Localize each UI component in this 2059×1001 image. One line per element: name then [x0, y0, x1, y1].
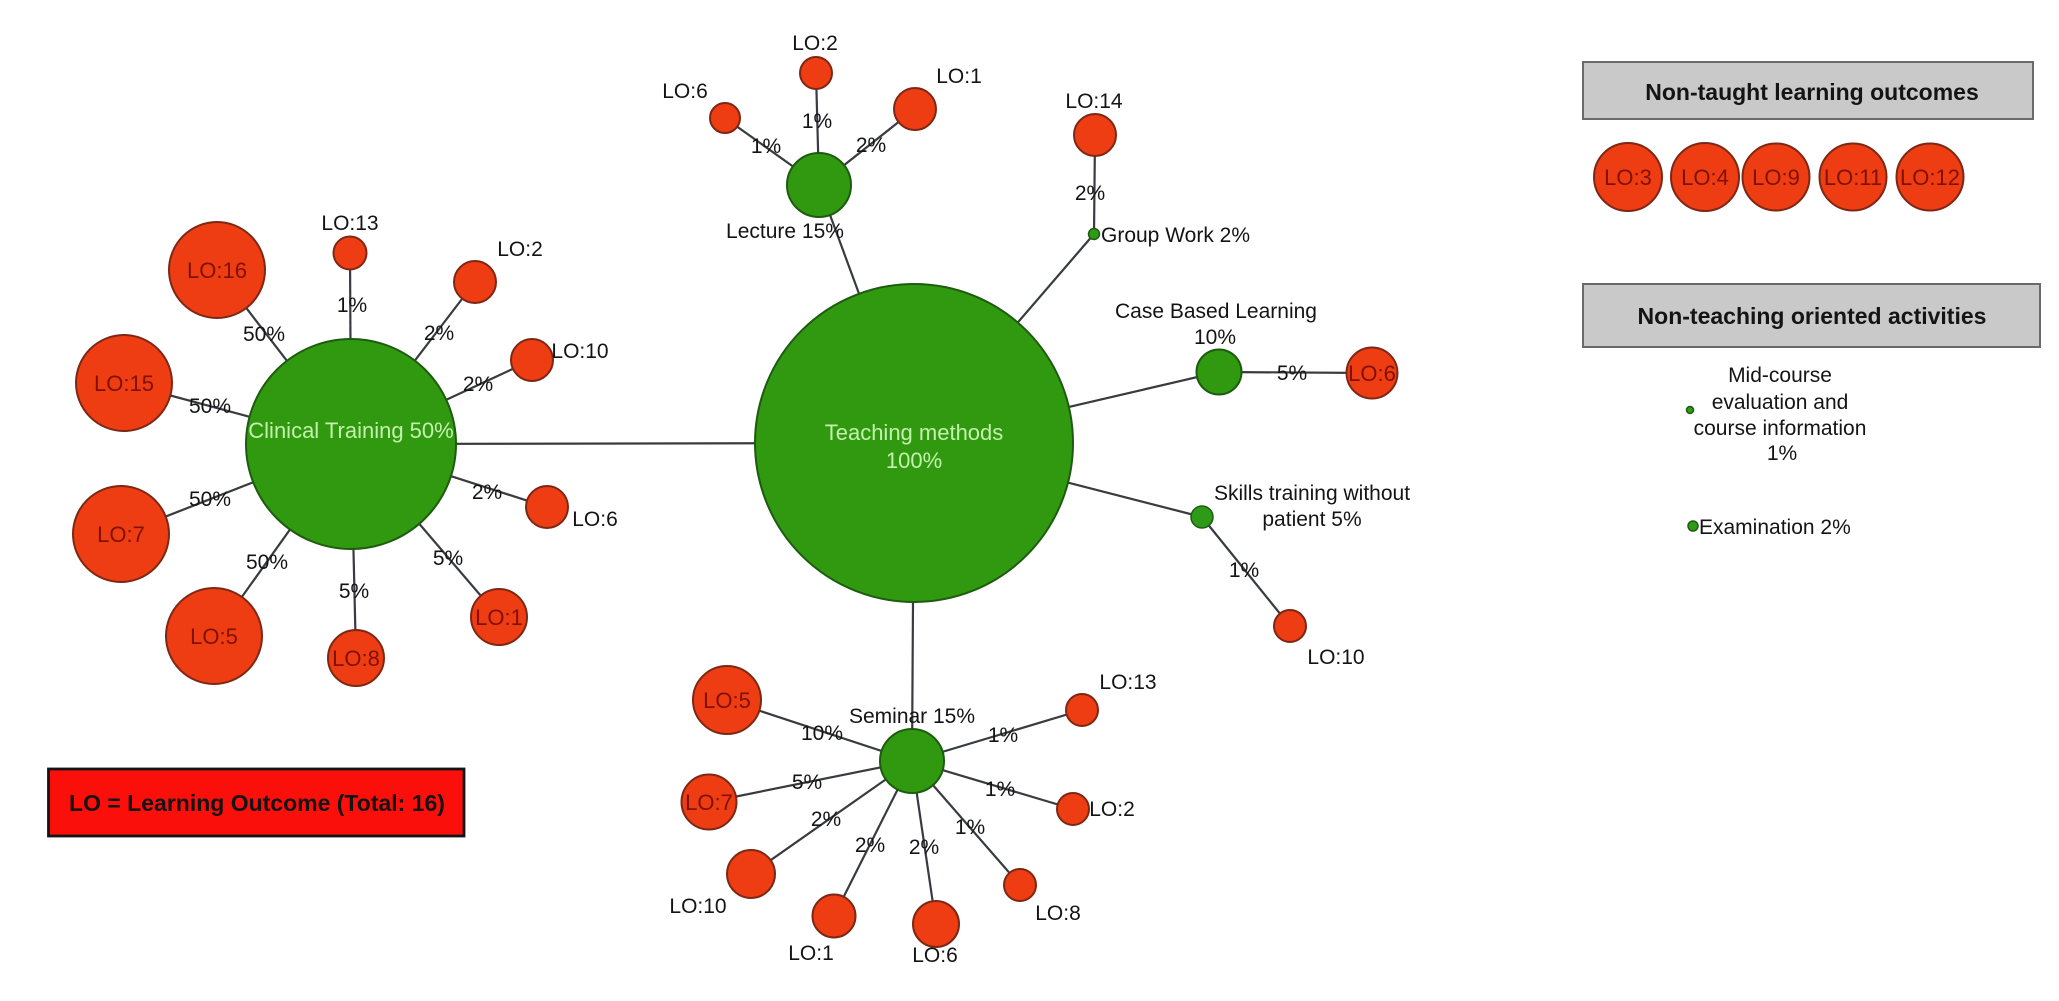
svg-text:5%: 5%: [792, 771, 822, 794]
svg-text:Group Work 2%: Group Work 2%: [1101, 224, 1250, 247]
svg-text:1%: 1%: [985, 778, 1015, 801]
svg-text:LO:4: LO:4: [1681, 165, 1729, 190]
svg-text:LO:5: LO:5: [190, 624, 238, 649]
svg-text:LO:7: LO:7: [685, 790, 733, 815]
svg-text:2%: 2%: [1075, 182, 1105, 205]
svg-text:2%: 2%: [424, 322, 454, 345]
svg-text:Teaching methods: Teaching methods: [825, 420, 1004, 445]
svg-text:LO:15: LO:15: [94, 371, 154, 396]
svg-text:50%: 50%: [243, 323, 285, 346]
svg-text:Seminar 15%: Seminar 15%: [849, 705, 975, 728]
svg-text:LO:14: LO:14: [1065, 90, 1123, 113]
svg-text:1%: 1%: [955, 816, 985, 839]
svg-text:LO:6: LO:6: [1348, 361, 1396, 386]
svg-text:Mid-course: Mid-course: [1728, 364, 1832, 387]
svg-text:5%: 5%: [433, 547, 463, 570]
svg-text:10%: 10%: [1194, 326, 1236, 349]
svg-text:LO:3: LO:3: [1604, 165, 1652, 190]
svg-text:2%: 2%: [856, 134, 886, 157]
svg-text:LO:6: LO:6: [912, 944, 958, 967]
svg-text:LO:10: LO:10: [669, 895, 726, 918]
svg-text:1%: 1%: [751, 135, 781, 158]
svg-text:1%: 1%: [802, 110, 832, 133]
svg-text:LO:10: LO:10: [1307, 646, 1364, 669]
svg-text:LO:11: LO:11: [1824, 165, 1882, 190]
svg-text:2%: 2%: [855, 834, 885, 857]
svg-text:LO:12: LO:12: [1900, 165, 1960, 190]
svg-text:LO:2: LO:2: [497, 238, 543, 261]
svg-text:2%: 2%: [811, 808, 841, 831]
svg-text:LO:1: LO:1: [475, 605, 523, 630]
svg-text:1%: 1%: [337, 294, 367, 317]
svg-text:50%: 50%: [189, 395, 231, 418]
svg-text:LO:10: LO:10: [551, 340, 608, 363]
svg-text:50%: 50%: [246, 551, 288, 574]
svg-text:LO:13: LO:13: [1099, 671, 1156, 694]
svg-text:50%: 50%: [189, 488, 231, 511]
svg-text:2%: 2%: [909, 836, 939, 859]
svg-text:LO:6: LO:6: [572, 508, 618, 531]
svg-text:LO:8: LO:8: [1035, 902, 1081, 925]
svg-text:1%: 1%: [1229, 559, 1259, 582]
svg-text:Non-teaching oriented activiti: Non-teaching oriented activities: [1638, 303, 1987, 329]
svg-text:Examination 2%: Examination 2%: [1699, 516, 1851, 539]
svg-text:LO:5: LO:5: [703, 688, 751, 713]
svg-text:LO:9: LO:9: [1752, 165, 1800, 190]
svg-text:LO:1: LO:1: [936, 65, 982, 88]
svg-text:Case Based Learning: Case Based Learning: [1115, 300, 1317, 323]
svg-text:Skills training without: Skills training without: [1214, 482, 1410, 505]
svg-text:Non-taught learning outcomes: Non-taught learning outcomes: [1645, 79, 1979, 105]
svg-text:course information: course information: [1694, 417, 1867, 440]
svg-text:LO:6: LO:6: [662, 80, 708, 103]
svg-text:LO = Learning Outcome (Total:: LO = Learning Outcome (Total: 16): [69, 790, 445, 816]
svg-text:LO:7: LO:7: [97, 522, 145, 547]
svg-text:10%: 10%: [801, 722, 843, 745]
svg-text:Lecture 15%: Lecture 15%: [726, 220, 844, 243]
svg-text:5%: 5%: [339, 580, 369, 603]
svg-text:Clinical Training 50%: Clinical Training 50%: [248, 418, 453, 443]
svg-text:LO:13: LO:13: [321, 212, 378, 235]
svg-text:1%: 1%: [1767, 442, 1797, 465]
svg-text:LO:1: LO:1: [788, 942, 834, 965]
svg-text:evaluation and: evaluation and: [1712, 391, 1849, 414]
svg-text:2%: 2%: [463, 373, 493, 396]
svg-text:LO:16: LO:16: [187, 258, 247, 283]
svg-text:LO:8: LO:8: [332, 646, 380, 671]
svg-text:LO:2: LO:2: [1089, 798, 1135, 821]
svg-text:5%: 5%: [1277, 362, 1307, 385]
svg-text:1%: 1%: [988, 724, 1018, 747]
svg-text:LO:2: LO:2: [792, 32, 838, 55]
svg-text:patient 5%: patient 5%: [1262, 508, 1361, 531]
svg-text:100%: 100%: [886, 448, 942, 473]
svg-text:2%: 2%: [472, 481, 502, 504]
